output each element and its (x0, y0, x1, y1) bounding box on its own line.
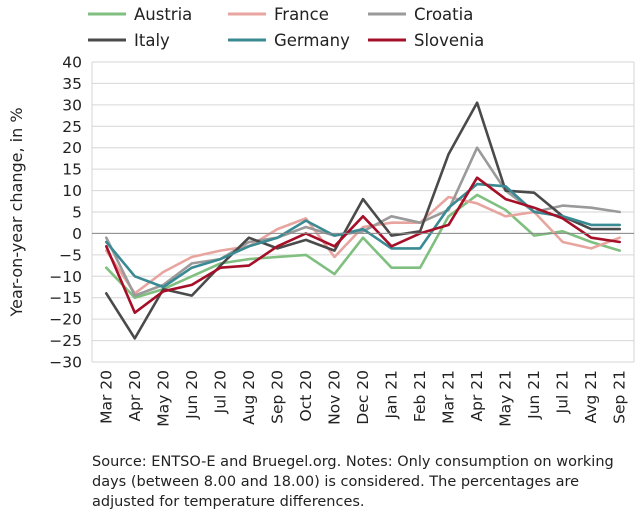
x-tick-label: Sep 20 (268, 370, 286, 424)
x-tick-label: May 20 (154, 370, 172, 427)
y-tick-label: 15 (62, 161, 82, 179)
y-tick-label: 40 (62, 54, 82, 72)
y-tick-label: 5 (72, 204, 82, 222)
legend-label-croatia: Croatia (414, 5, 473, 24)
y-tick-label: −10 (49, 268, 82, 286)
x-tick-label: Jan 21 (383, 370, 401, 420)
series-line-slovenia (105, 176, 622, 315)
x-tick-label: Mar 21 (440, 370, 458, 424)
series-lines (105, 101, 622, 340)
x-tick-label: Jun 21 (525, 370, 543, 420)
legend-label-france: France (274, 5, 329, 24)
x-tick-label: Sep 21 (611, 370, 629, 424)
legend-label-slovenia: Slovenia (414, 31, 484, 50)
x-tick-label: Mar 20 (97, 370, 115, 424)
y-axis-label: Year-on-year change, in % (7, 107, 26, 317)
x-tick-label: Oct 20 (297, 370, 315, 421)
x-tick-label: Feb 21 (411, 370, 429, 422)
x-tick-label: May 21 (497, 370, 515, 427)
x-tick-label: Apr 21 (468, 370, 486, 421)
y-tick-label: −30 (49, 354, 82, 372)
x-axis-ticks: Mar 20 Apr 20 May 20 Jun 20 Jul 20 Aug 20 Sep … (97, 370, 628, 427)
y-tick-label: −25 (49, 332, 82, 350)
x-tick-label: Aug 20 (240, 370, 258, 425)
x-tick-label: Jul 20 (211, 370, 229, 414)
legend: Austria France Croatia Italy Germany Slovenia (88, 5, 484, 50)
legend-label-italy: Italy (134, 31, 170, 50)
y-tick-label: −15 (49, 289, 82, 307)
x-tick-label: Avg 21 (582, 370, 600, 423)
legend-label-germany: Germany (274, 31, 350, 50)
y-tick-label: −5 (59, 246, 82, 264)
series-line-italy (105, 101, 622, 340)
legend-label-austria: Austria (134, 5, 192, 24)
y-tick-label: 20 (62, 139, 82, 157)
y-tick-label: 25 (62, 118, 82, 136)
source-note: Source: ENTSO-E and Bruegel.org. Notes: … (92, 454, 614, 510)
gridlines (91, 61, 635, 363)
y-tick-label: 0 (72, 225, 82, 243)
x-tick-label: Apr 20 (126, 370, 144, 421)
series-line-germany (105, 182, 622, 289)
y-tick-label: −20 (49, 311, 82, 329)
y-tick-label: 30 (62, 96, 82, 114)
x-tick-label: Jul 21 (554, 370, 572, 414)
x-tick-label: Dec 20 (354, 370, 372, 425)
y-axis-ticks: 40 35 30 25 20 15 10 5 0 −5 −10 −15 −20 −25 −30 (49, 54, 82, 372)
y-tick-label: 35 (62, 75, 82, 93)
x-tick-label: Jun 20 (183, 370, 201, 420)
x-tick-label: Nov 20 (325, 370, 343, 425)
series-line-austria (105, 193, 622, 300)
line-chart: Austria France Croatia Italy Germany Slovenia… (7, 5, 635, 427)
y-tick-label: 10 (62, 182, 82, 200)
